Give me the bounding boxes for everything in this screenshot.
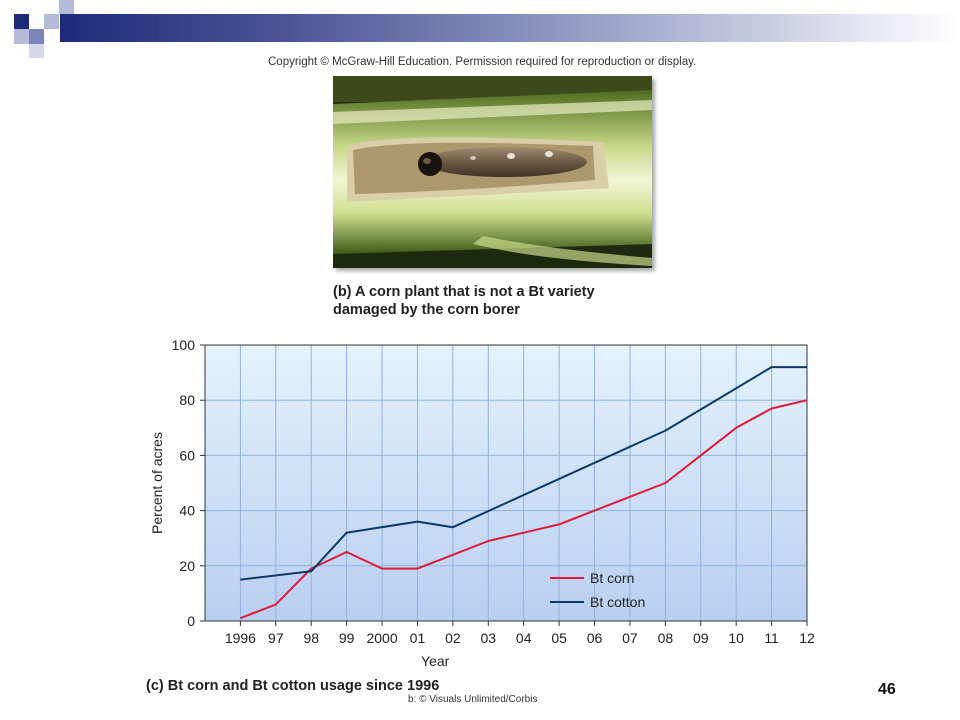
caption-b-line2: damaged by the corn borer (333, 302, 520, 318)
caption-b: (b) A corn plant that is not a Bt variet… (333, 283, 663, 319)
x-tick-label: 11 (764, 630, 779, 646)
y-tick-label: 40 (179, 503, 195, 519)
x-tick-label: 12 (799, 630, 815, 646)
x-tick-label: 09 (693, 630, 709, 646)
header-gradient-bar (60, 14, 960, 42)
x-tick-label: 03 (481, 630, 497, 646)
caption-c: (c) Bt corn and Bt cotton usage since 19… (146, 678, 440, 694)
x-tick-label: 98 (303, 630, 319, 646)
legend-label: Bt corn (590, 570, 634, 586)
decorative-square (14, 14, 29, 29)
photo-credit: b: © Visuals Unlimited/Corbis (408, 694, 538, 705)
x-tick-label: 08 (658, 630, 674, 646)
decorative-square (29, 44, 44, 58)
x-tick-label: 1996 (225, 630, 256, 646)
x-tick-label: 05 (551, 630, 567, 646)
x-tick-label: 06 (587, 630, 603, 646)
y-tick-label: 80 (179, 392, 195, 408)
copyright-notice: Copyright © McGraw-Hill Education. Permi… (268, 56, 697, 68)
x-tick-label: 07 (622, 630, 638, 646)
x-tick-label: 97 (268, 630, 284, 646)
series-line-bt-cotton (240, 366, 807, 581)
x-tick-label: 01 (410, 630, 426, 646)
decorative-square (29, 14, 44, 29)
y-tick-label: 20 (179, 558, 195, 574)
decorative-square (44, 14, 59, 29)
y-axis-title: Percent of acres (149, 432, 165, 534)
caption-b-line1: (b) A corn plant that is not a Bt variet… (333, 284, 595, 300)
legend-label: Bt cotton (590, 594, 645, 610)
decorative-square (29, 29, 44, 44)
slide-number: 46 (878, 681, 896, 698)
series-line-bt-corn (240, 399, 808, 620)
decorative-square (59, 0, 74, 14)
plot-frame (204, 344, 808, 622)
y-tick-label: 0 (187, 613, 195, 629)
bt-usage-line-chart: 0 20 40 60 80 100 1996 97 98 99 2000 01 02 03 04 05 06 07… (149, 337, 815, 669)
x-tick-label: 10 (728, 630, 744, 646)
x-axis-title: Year (421, 653, 450, 669)
y-tick-label: 100 (172, 337, 196, 353)
x-tick-label: 04 (516, 630, 532, 646)
plot-background (205, 345, 807, 621)
decorative-square (14, 29, 29, 44)
x-tick-label: 2000 (366, 630, 397, 646)
x-tick-label: 99 (339, 630, 355, 646)
x-tick-label: 02 (445, 630, 461, 646)
y-tick-label: 60 (179, 447, 195, 463)
corn-borer-photo (333, 76, 652, 268)
